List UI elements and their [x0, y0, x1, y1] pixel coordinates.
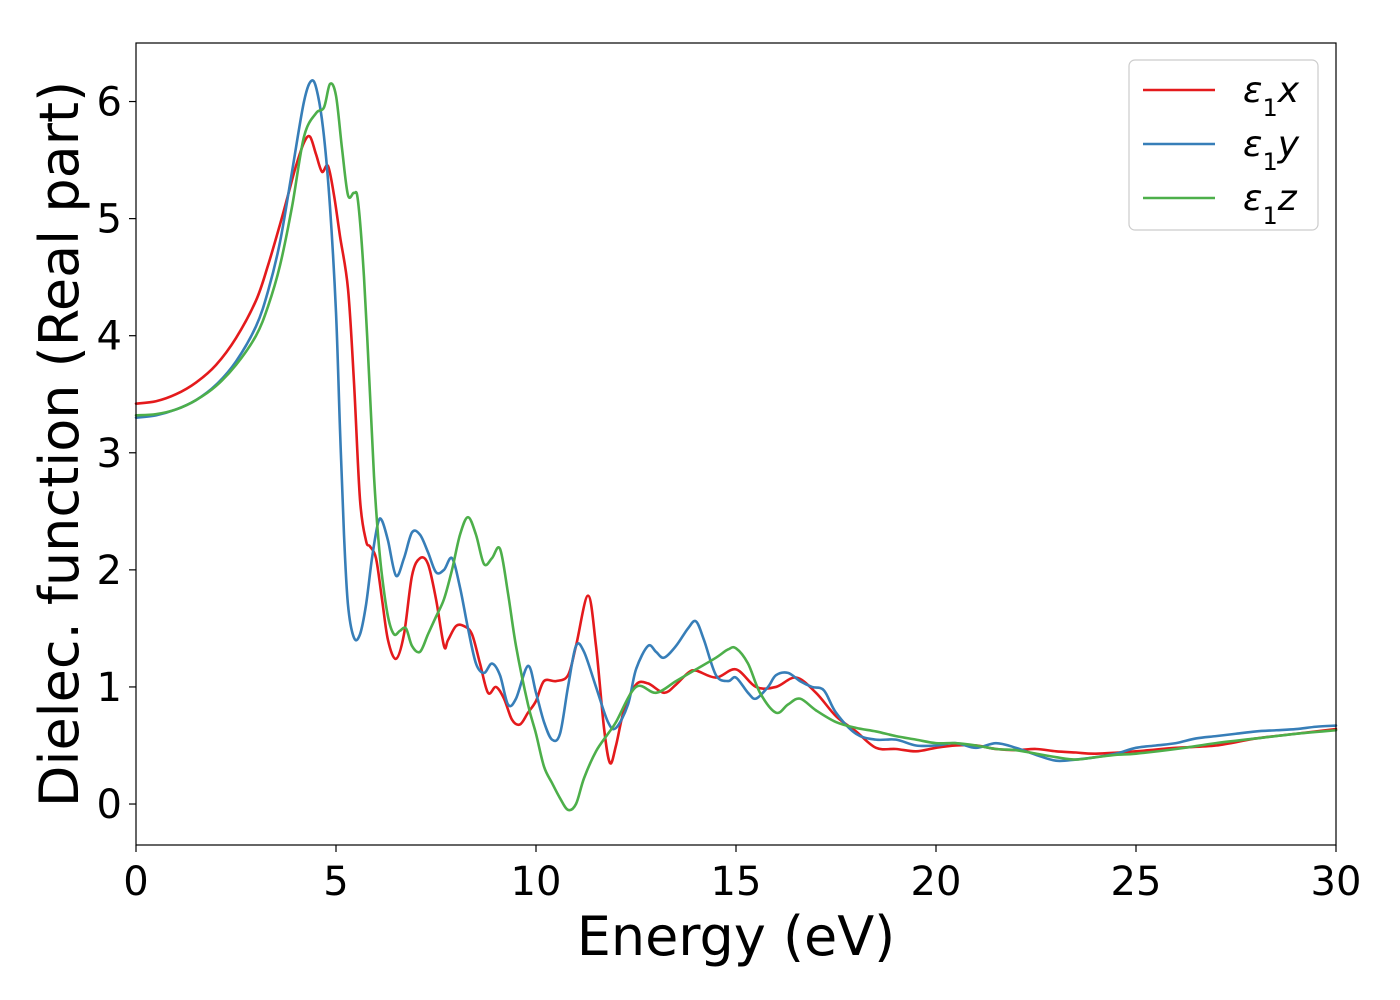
series-line-2	[134, 79, 1338, 763]
y-tick-label: 4	[97, 314, 122, 360]
series-layer	[134, 79, 1338, 812]
x-tick-label: 10	[511, 859, 562, 905]
x-tick-label: 0	[123, 859, 148, 905]
x-axis-title: Energy (eV)	[577, 905, 896, 968]
y-tick-label: 3	[97, 431, 122, 477]
legend-label-2: ε1y	[1243, 124, 1300, 176]
y-tick-label: 0	[97, 782, 122, 828]
legend-label-1: ε1x	[1243, 70, 1300, 122]
y-tick-label: 6	[97, 80, 122, 126]
x-tick-label: 30	[1311, 859, 1362, 905]
legend-label-3: ε1z	[1243, 178, 1298, 230]
x-tick-label: 15	[711, 859, 762, 905]
series-line-1	[134, 134, 1338, 765]
x-tick-label: 25	[1111, 859, 1162, 905]
x-tick-label: 20	[911, 859, 962, 905]
x-axis: 0 5 10 15 20 25 30	[123, 845, 1361, 905]
series-line-3	[134, 82, 1338, 812]
y-tick-label: 5	[97, 197, 122, 243]
y-axis-title: Dielec. function (Real part)	[28, 81, 91, 807]
legend-box	[1128, 59, 1319, 231]
y-tick-label: 2	[97, 548, 122, 594]
y-axis: 0 1 2 3 4 5 6	[97, 80, 136, 828]
x-tick-label: 5	[323, 859, 348, 905]
y-tick-label: 1	[97, 665, 122, 711]
